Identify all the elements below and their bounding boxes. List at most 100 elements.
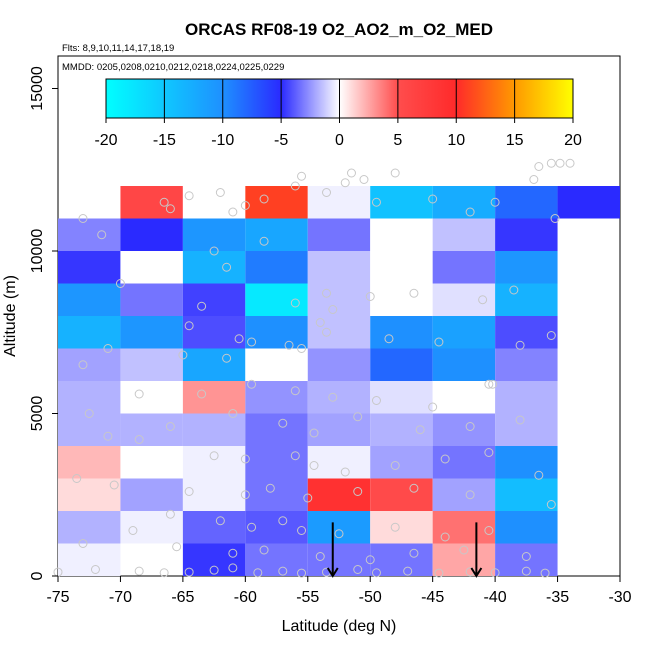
data-point — [103, 344, 113, 353]
heatmap-cell — [245, 543, 308, 576]
heatmap-cell — [58, 413, 121, 446]
heatmap-cell — [245, 218, 308, 251]
heatmap-cell — [495, 348, 558, 381]
data-point — [97, 230, 107, 240]
heatmap-cell — [120, 413, 183, 446]
data-point — [488, 379, 498, 389]
data-point — [434, 337, 444, 347]
data-point — [390, 168, 400, 178]
data-point — [509, 285, 519, 295]
heatmap-cell — [120, 446, 183, 479]
x-axis-tick-label: -70 — [109, 589, 132, 606]
heatmap-cell — [58, 446, 121, 479]
data-point — [328, 305, 338, 314]
data-points — [53, 158, 575, 578]
data-point — [215, 516, 225, 526]
x-axis-tick-label: -45 — [421, 589, 444, 606]
heatmap-cell — [495, 316, 558, 349]
data-point — [234, 334, 244, 344]
data-point — [134, 566, 144, 576]
data-point — [259, 236, 269, 246]
data-point — [546, 331, 556, 340]
data-point — [247, 379, 257, 389]
data-point — [309, 461, 319, 470]
heatmap-cell — [432, 251, 496, 284]
data-point — [297, 568, 307, 578]
data-point — [409, 483, 419, 493]
data-point — [278, 566, 288, 576]
data-point — [384, 334, 394, 344]
heatmap-cell — [432, 348, 496, 381]
x-axis-tick-label: -55 — [296, 589, 319, 606]
subtitle-dates-background — [59, 58, 359, 74]
data-point — [265, 483, 275, 493]
data-point — [353, 412, 363, 422]
chart-subtitle-dates: MMDD: 0205,0208,0210,0212,0218,0224,0225… — [62, 62, 284, 73]
data-point — [490, 197, 500, 207]
heatmap-cell — [58, 511, 121, 544]
heatmap-cell — [182, 348, 246, 381]
heatmap-cell — [307, 218, 371, 251]
data-point — [247, 337, 257, 347]
data-point — [78, 214, 88, 223]
heatmap-cell — [182, 413, 246, 446]
heatmap-cell — [307, 186, 371, 219]
data-point — [78, 539, 88, 548]
colorbar: -20 -15 -10 -5 0 5 10 15 20 — [94, 74, 582, 156]
data-point — [346, 168, 356, 178]
heatmap-cell — [245, 186, 308, 219]
heatmap-cell — [495, 446, 558, 479]
colorbar-tick-label: -20 — [94, 132, 117, 149]
heatmap-cell — [120, 283, 183, 316]
data-point — [240, 454, 250, 464]
data-point — [222, 262, 232, 272]
data-point — [134, 435, 144, 444]
data-point — [303, 493, 313, 503]
data-point — [328, 392, 338, 402]
data-point — [109, 480, 119, 490]
x-axis: -75 -70 -65 -60 -55 -50 -45 -40 -35 -30 — [46, 576, 632, 606]
x-axis-tick-label: -75 — [46, 589, 69, 606]
data-point — [278, 516, 288, 526]
data-point — [290, 451, 300, 461]
heatmap-cell — [182, 478, 246, 511]
data-point — [184, 487, 194, 496]
heatmap-cell — [307, 316, 371, 349]
heatmap-cell — [182, 218, 246, 251]
heatmap-cell — [120, 478, 183, 511]
data-point — [165, 204, 175, 214]
y-axis-label: Altitude (m) — [2, 275, 19, 357]
data-point — [465, 490, 475, 500]
heatmap-cell — [495, 413, 558, 446]
data-point — [240, 490, 250, 500]
colorbar-tick-label: 15 — [506, 132, 524, 149]
data-point — [484, 379, 494, 389]
data-point — [209, 565, 219, 575]
x-axis-tick-label: -30 — [608, 589, 631, 606]
data-point — [72, 474, 82, 483]
heatmap-cell — [58, 381, 121, 414]
heatmap-cell — [120, 381, 183, 414]
heatmap-cell — [370, 218, 433, 251]
data-point — [103, 431, 113, 441]
data-point — [515, 415, 525, 425]
data-point — [390, 461, 400, 470]
data-point — [534, 470, 544, 480]
heatmap-cell — [432, 283, 496, 316]
data-point — [365, 292, 375, 301]
data-point — [465, 422, 475, 431]
y-axis-tick-label: 0 — [29, 571, 46, 580]
heatmap-cell — [495, 251, 558, 284]
data-point — [521, 552, 531, 561]
x-axis-tick-label: -40 — [484, 589, 507, 606]
heatmap-cell — [370, 478, 433, 511]
heatmap-cell — [182, 446, 246, 479]
heatmap-cell — [58, 543, 121, 576]
data-point — [165, 509, 175, 519]
data-point — [240, 201, 250, 210]
data-point — [465, 207, 475, 217]
heatmap-cell — [245, 283, 308, 316]
heatmap-cell — [245, 413, 308, 446]
heatmap-cell — [120, 348, 183, 381]
heatmap-cell — [432, 218, 496, 251]
